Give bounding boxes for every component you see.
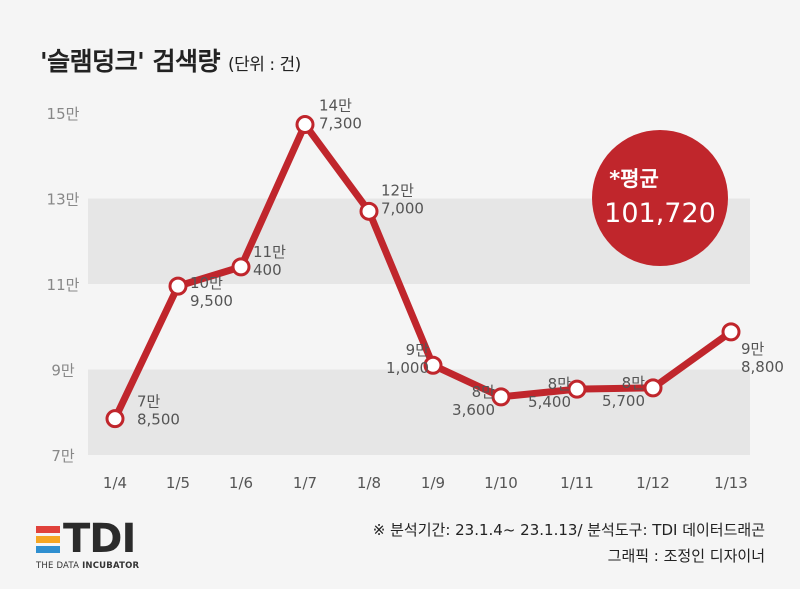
y-tick-label: 15만	[47, 105, 80, 123]
x-tick-label: 1/10	[484, 474, 518, 492]
data-label: 10만 9,500	[190, 274, 233, 310]
data-label: 7만 8,500	[137, 393, 180, 429]
data-point	[423, 355, 443, 375]
average-circle	[592, 130, 728, 266]
data-point	[491, 387, 511, 407]
source-text: ※ 분석기간: 23.1.4~ 23.1.13/ 분석도구: TDI 데이터드래…	[372, 521, 765, 539]
data-label: 8만 5,400	[528, 375, 571, 411]
average-value: 101,720	[604, 198, 716, 229]
data-label: 8만 5,700	[602, 374, 645, 410]
x-tick-label: 1/6	[229, 474, 253, 492]
data-label: 9만 8,800	[741, 340, 784, 376]
chart-band	[88, 369, 750, 455]
chart-title: '슬램덩크' 검색량 (단위 : 건)	[40, 42, 301, 78]
y-tick-label: 13만	[47, 191, 80, 209]
x-tick-label: 1/4	[103, 474, 127, 492]
title-text: '슬램덩크' 검색량	[40, 47, 221, 76]
x-tick-label: 1/13	[714, 474, 748, 492]
data-point	[231, 257, 251, 277]
data-label: 14만 7,300	[319, 97, 362, 133]
data-point	[105, 409, 125, 429]
average-label: *평균	[609, 167, 659, 191]
x-tick-label: 1/11	[560, 474, 594, 492]
x-tick-label: 1/5	[166, 474, 190, 492]
logo-text: TDI	[63, 516, 136, 562]
unit-note: (단위 : 건)	[228, 55, 301, 75]
data-point	[567, 379, 587, 399]
source-note: ※ 분석기간: 23.1.4~ 23.1.13/ 분석도구: TDI 데이터드래…	[373, 517, 765, 569]
logo-bars-icon	[36, 525, 60, 553]
data-point	[643, 378, 663, 398]
tdi-logo: TDI THE DATA INCUBATOR	[36, 516, 140, 571]
y-tick-label: 11만	[47, 276, 80, 294]
x-tick-label: 1/7	[293, 474, 317, 492]
data-point	[359, 201, 379, 221]
data-point	[295, 115, 315, 135]
data-label: 9만 1,000	[386, 341, 429, 377]
series-line	[111, 121, 735, 423]
credit-text: 그래픽 : 조정인 디자이너	[607, 547, 765, 565]
y-tick-label: 7만	[51, 447, 75, 465]
data-label: 8만 3,600	[452, 383, 495, 419]
data-label: 11만 400	[253, 243, 286, 279]
data-point	[721, 322, 741, 342]
x-tick-label: 1/9	[421, 474, 445, 492]
logo-tagline: THE DATA INCUBATOR	[36, 561, 140, 571]
data-label: 12만 7,000	[381, 181, 424, 217]
x-tick-label: 1/12	[636, 474, 670, 492]
x-tick-label: 1/8	[357, 474, 381, 492]
data-point	[168, 276, 188, 296]
y-tick-label: 9만	[51, 362, 75, 380]
